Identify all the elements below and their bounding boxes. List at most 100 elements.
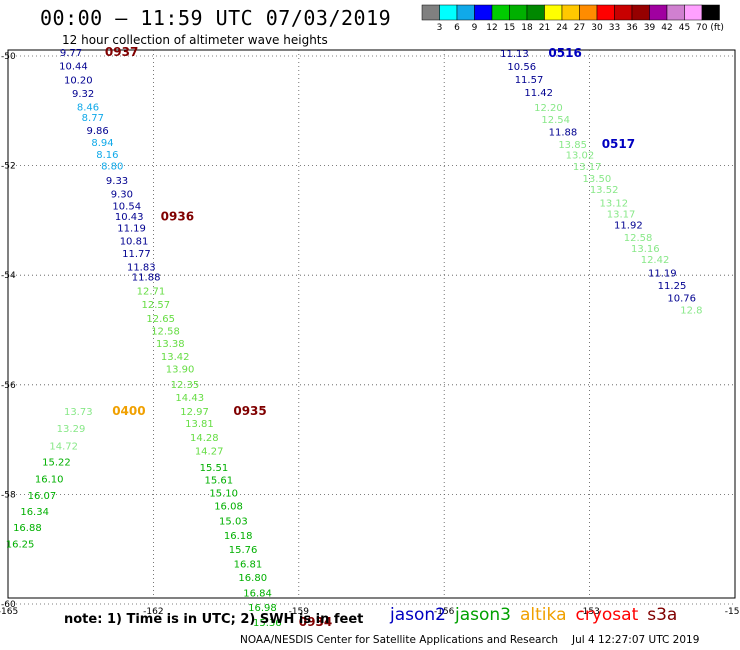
- generated-timestamp: Jul 4 12:27:07 UTC 2019: [572, 634, 700, 646]
- wave-height-label: 16.25: [6, 540, 35, 551]
- legend-jason2: jason2: [390, 605, 446, 625]
- wave-height-label: 16.81: [234, 559, 263, 570]
- credit-text: NOAA/NESDIS Center for Satellite Applica…: [240, 634, 558, 646]
- wave-height-label: 11.92: [614, 221, 643, 232]
- colorbar-label: 30: [591, 23, 603, 33]
- legend-s3a: s3a: [647, 605, 678, 625]
- wave-height-label: 14.72: [49, 441, 78, 452]
- wave-height-label: 8.94: [91, 138, 113, 149]
- colorbar-label: 15: [504, 23, 515, 33]
- wave-height-label: 8.80: [101, 161, 123, 172]
- wave-height-label: 12.71: [137, 286, 166, 297]
- x-tick-label: -159: [289, 607, 310, 617]
- wave-height-label: 14.27: [195, 446, 224, 457]
- wave-height-label: 14.28: [190, 433, 219, 444]
- wave-height-label: 10.56: [507, 62, 536, 73]
- wave-height-label: 11.42: [524, 88, 553, 99]
- credit-line: NOAA/NESDIS Center for Satellite Applica…: [240, 634, 699, 646]
- wave-height-label: 11.88: [549, 127, 578, 138]
- colorbar-label: 3: [437, 23, 443, 33]
- wave-height-label: 11.88: [132, 273, 161, 284]
- wave-height-label: 12.65: [146, 314, 175, 325]
- y-tick-label: -58: [1, 490, 16, 500]
- colorbar-label: 70 (ft): [696, 23, 724, 33]
- wave-height-label: 16.88: [13, 523, 42, 534]
- units-note: note: 1) Time is in UTC; 2) SWH is in fe…: [64, 612, 364, 627]
- wave-height-label: 8.16: [96, 150, 118, 161]
- colorbar-label: 45: [679, 23, 690, 33]
- wave-height-label: 10.44: [59, 62, 88, 73]
- legend-altika: altika: [520, 605, 567, 625]
- wave-height-label: 13.42: [161, 352, 190, 363]
- wave-height-label: 11.19: [648, 268, 677, 279]
- legend-cryosat: cryosat: [575, 605, 639, 625]
- wave-height-label: 8.77: [82, 113, 104, 124]
- wave-height-label: 13.16: [631, 244, 660, 255]
- y-tick-label: -50: [1, 52, 16, 62]
- wave-height-label: 12.54: [541, 115, 570, 126]
- wave-height-label: 10.76: [667, 294, 696, 305]
- y-tick-label: -54: [1, 271, 16, 281]
- map-title: 00:00 – 11:59 UTC 07/03/2019: [40, 6, 392, 30]
- wave-height-label: 8.46: [77, 102, 99, 113]
- wave-height-label: 15.03: [219, 517, 248, 528]
- y-tick-label: -60: [1, 600, 16, 610]
- colorbar-swatch: [701, 4, 720, 21]
- satellite-legend: jason2 jason3 altika cryosat s3a: [390, 605, 686, 625]
- wave-height-label: 16.10: [35, 474, 64, 485]
- x-tick-label: -162: [143, 607, 163, 617]
- x-tick-label: -150: [725, 607, 740, 617]
- wave-height-label: 15.51: [200, 463, 229, 474]
- colorbar-label: 42: [661, 23, 672, 33]
- pass-time-label: 0935: [233, 404, 266, 418]
- wave-height-label: 13.38: [156, 339, 185, 350]
- colorbar-label: 39: [644, 23, 656, 33]
- colorbar-label: 18: [521, 23, 533, 33]
- wave-height-label: 11.25: [658, 281, 687, 292]
- wave-height-label: 13.29: [57, 424, 86, 435]
- colorbar-label: 9: [472, 23, 478, 33]
- pass-time-label: 0400: [112, 404, 145, 418]
- y-tick-label: -56: [1, 381, 16, 391]
- colorbar-label: 27: [574, 23, 585, 33]
- wave-height-label: 13.17: [573, 162, 602, 173]
- color-scale-bar: 3 6 9 12 15 18 21 24 27 30 33 36 39 42 45 70 (ft): [421, 4, 724, 33]
- wave-height-label: 12.35: [171, 380, 200, 391]
- wave-height-label: 13.81: [185, 419, 214, 430]
- wave-height-label: 16.98: [248, 603, 277, 614]
- wave-height-label: 11.57: [515, 75, 544, 86]
- wave-height-label: 9.32: [72, 89, 94, 100]
- wave-height-label: 12.58: [151, 326, 180, 337]
- wave-height-label: 10.20: [64, 75, 93, 86]
- wave-height-label: 13.85: [558, 140, 587, 151]
- colorbar-label: 6: [454, 23, 460, 33]
- wave-height-label: 15.61: [205, 475, 234, 486]
- wave-height-label: 16.08: [214, 502, 243, 513]
- colorbar-label: 21: [539, 23, 550, 33]
- wave-height-label: 10.81: [120, 237, 149, 248]
- wave-height-label: 13.12: [600, 199, 629, 210]
- plot-frame: [7, 49, 736, 599]
- wave-height-label: 12.42: [641, 255, 670, 266]
- wave-height-label: 13.02: [566, 150, 595, 161]
- wave-height-label: 16.18: [224, 531, 253, 542]
- wave-height-label: 11.77: [122, 249, 151, 260]
- wave-height-label: 13.50: [583, 174, 612, 185]
- wave-height-label: 10.43: [115, 212, 144, 223]
- x-tick-label: -153: [579, 607, 599, 617]
- wave-height-label: 15.36: [253, 618, 282, 629]
- wave-height-label: 9.86: [87, 126, 109, 137]
- wave-height-label: 12.8: [680, 306, 702, 317]
- x-tick-label: -156: [434, 607, 455, 617]
- wave-height-label: 12.97: [180, 407, 209, 418]
- pass-time-label: 0516: [548, 46, 581, 60]
- wave-height-label: 11.13: [500, 49, 529, 60]
- wave-height-label: 12.20: [534, 103, 563, 114]
- pass-time-label: 0936: [161, 209, 194, 223]
- wave-height-label: 13.52: [590, 185, 619, 196]
- wave-height-label: 12.57: [142, 300, 171, 311]
- legend-jason3: jason3: [455, 605, 511, 625]
- wave-height-label: 16.84: [243, 588, 272, 599]
